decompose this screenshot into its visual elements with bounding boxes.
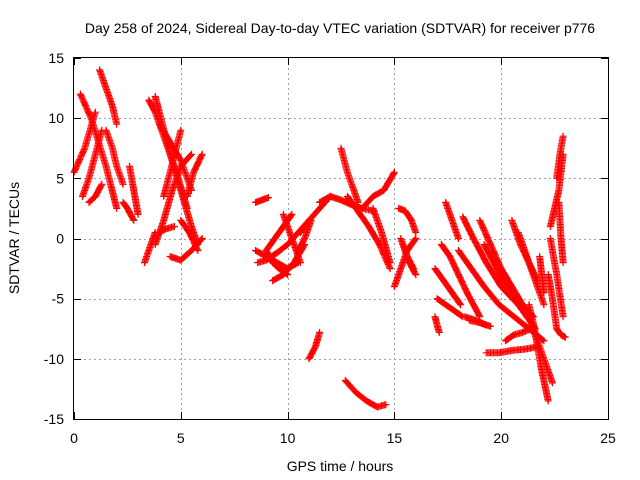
data-marks <box>70 66 569 411</box>
marker-plus <box>476 216 537 321</box>
series-arc-28 <box>305 328 324 363</box>
marker-plus <box>482 343 541 357</box>
marker-plus <box>79 126 106 200</box>
marker-plus <box>523 307 556 387</box>
series-arc-25 <box>279 210 304 267</box>
series-arc-39 <box>431 313 443 336</box>
series-arc-60 <box>546 235 567 321</box>
marker-plus <box>437 241 484 321</box>
marker-plus <box>431 313 443 336</box>
y-tick-label: 0 <box>56 231 64 247</box>
x-tick-label: 10 <box>280 430 296 446</box>
y-tick-label: -15 <box>44 411 64 427</box>
series-arc-34 <box>341 377 390 411</box>
marker-plus <box>96 66 121 128</box>
marker-plus <box>177 216 202 254</box>
marker-plus <box>141 229 159 267</box>
series-arc-62 <box>555 198 567 267</box>
series-arc-16 <box>183 150 206 200</box>
marker-plus <box>536 253 548 297</box>
series-arc-17 <box>155 223 178 236</box>
series-arc-36 <box>395 204 420 236</box>
marker-plus <box>305 328 324 363</box>
series-arc-48 <box>476 216 537 321</box>
series-arc-06 <box>85 180 106 206</box>
plot-frame <box>73 57 609 420</box>
marker-plus <box>502 325 535 345</box>
marker-plus <box>553 325 569 341</box>
y-axis-label: SDTVAR / TECUs <box>6 182 22 294</box>
marker-plus <box>431 265 465 309</box>
series-arc-43 <box>442 198 462 242</box>
series-arc-38 <box>399 241 420 279</box>
series-arc-32 <box>358 168 398 212</box>
marker-plus <box>395 204 420 236</box>
x-tick-labels: 0 5 10 15 20 25 <box>70 430 616 446</box>
series-arc-59 <box>553 132 567 182</box>
marker-plus <box>183 150 206 200</box>
series-arc-57 <box>544 271 561 333</box>
x-tick-label: 5 <box>177 430 185 446</box>
series-arc-55 <box>536 253 548 297</box>
marker-plus <box>358 168 398 212</box>
marker-plus <box>399 241 420 279</box>
marker-plus <box>102 126 127 188</box>
marker-plus <box>465 316 494 330</box>
series-arc-14 <box>160 126 185 200</box>
series-arc-19 <box>252 194 272 206</box>
series-arc-09 <box>141 229 159 267</box>
series-arc-50 <box>482 343 541 357</box>
marker-plus <box>341 377 390 411</box>
series-arc-03 <box>79 126 106 200</box>
y-tick-label: 5 <box>56 170 64 186</box>
y-tick-label: -5 <box>52 291 65 307</box>
x-axis-label: GPS time / hours <box>287 458 394 474</box>
marker-plus <box>546 235 567 321</box>
y-tick-labels: -15 -10 -5 0 5 10 15 <box>44 50 64 427</box>
marker-plus <box>514 229 548 309</box>
x-tick-label: 25 <box>600 430 616 446</box>
x-tick-label: 20 <box>493 430 509 446</box>
series-arc-30 <box>337 144 362 206</box>
series-arc-08 <box>126 162 142 218</box>
series-arc-47 <box>465 316 494 330</box>
series-arc-04 <box>96 66 121 128</box>
series-arc-24 <box>262 247 292 279</box>
marker-plus <box>433 295 467 321</box>
chart-title: Day 258 of 2024, Sidereal Day-to-day VTE… <box>85 20 595 36</box>
series-arc-33 <box>369 204 394 267</box>
marker-plus <box>279 210 304 267</box>
marker-plus <box>252 194 272 206</box>
series-arc-40 <box>431 265 465 309</box>
series-arc-51 <box>502 325 535 345</box>
marker-plus <box>262 247 292 279</box>
marker-plus <box>119 198 138 224</box>
marker-plus <box>369 204 394 267</box>
marker-plus <box>442 198 462 242</box>
series-arc-56 <box>523 307 556 387</box>
x-tick-label: 0 <box>70 430 78 446</box>
series-arc-05 <box>102 126 127 188</box>
series-arc-53 <box>514 229 548 309</box>
marker-plus <box>555 198 567 267</box>
marker-plus <box>544 271 561 333</box>
x-tick-label: 15 <box>387 430 403 446</box>
y-tick-label: 15 <box>48 50 64 66</box>
marker-plus <box>160 126 185 200</box>
series-arc-42 <box>437 241 484 321</box>
axis-ticks <box>74 58 609 420</box>
series-arc-18 <box>177 216 202 254</box>
marker-plus <box>155 223 178 236</box>
marker-plus <box>553 132 567 182</box>
series-arc-07 <box>119 198 138 224</box>
y-tick-label: 10 <box>48 110 64 126</box>
series-arc-41 <box>433 295 467 321</box>
marker-plus <box>85 180 106 206</box>
marker-plus <box>126 162 142 218</box>
y-tick-label: -10 <box>44 351 64 367</box>
marker-plus <box>337 144 362 206</box>
series-arc-61 <box>553 325 569 341</box>
